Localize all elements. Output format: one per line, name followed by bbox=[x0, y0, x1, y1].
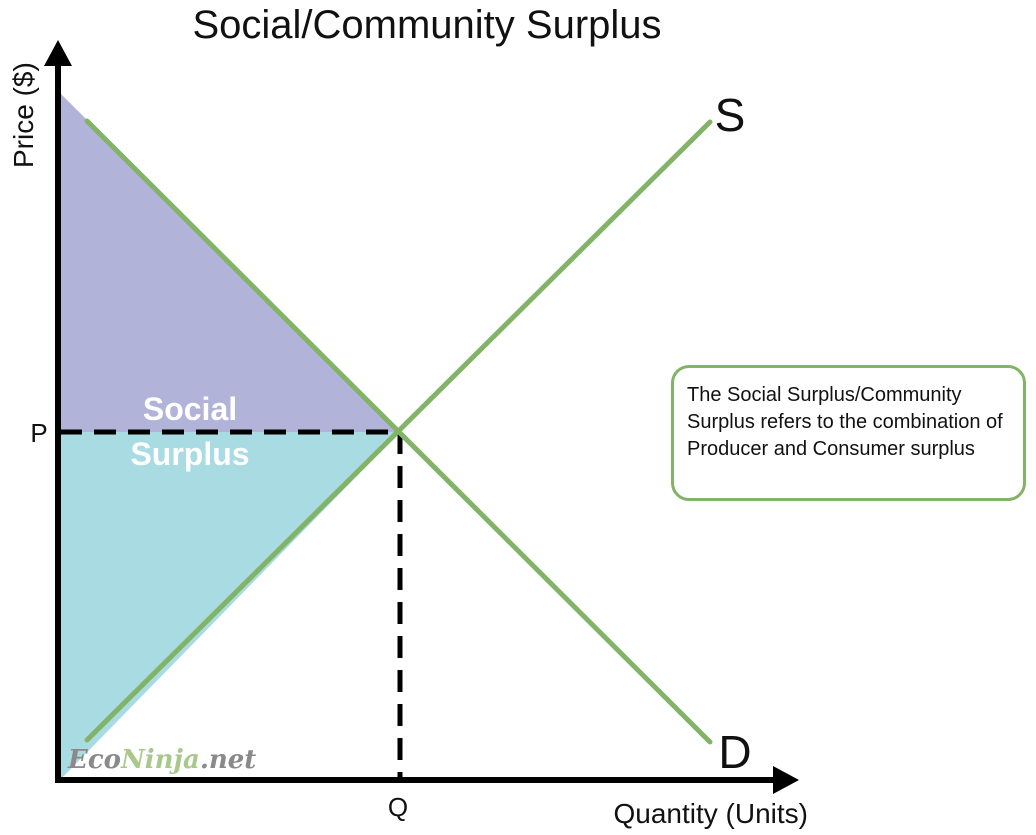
demand-curve-label: D bbox=[718, 726, 751, 778]
price-tick-label: P bbox=[30, 418, 47, 448]
y-axis-label: Price ($) bbox=[8, 62, 39, 168]
supply-curve-label: S bbox=[715, 89, 746, 141]
y-axis-arrow bbox=[44, 40, 72, 66]
chart-title: Social/Community Surplus bbox=[192, 3, 661, 47]
social-surplus-label-line2: Surplus bbox=[130, 436, 249, 472]
producer-surplus-area bbox=[60, 432, 400, 780]
x-axis-label: Quantity (Units) bbox=[614, 798, 809, 829]
watermark: EcoNinja.net bbox=[67, 745, 256, 775]
social-surplus-label-line1: Social bbox=[143, 391, 237, 427]
quantity-tick-label: Q bbox=[388, 792, 408, 822]
watermark-part-ninja: Ninja bbox=[120, 745, 200, 775]
watermark-part-net: .net bbox=[200, 745, 257, 775]
supply-curve bbox=[84, 119, 713, 743]
note-box: The Social Surplus/Community Surplus ref… bbox=[671, 365, 1026, 501]
note-text: The Social Surplus/Community Surplus ref… bbox=[687, 384, 1003, 460]
watermark-part-eco: Eco bbox=[67, 745, 121, 775]
x-axis-arrow bbox=[773, 766, 799, 794]
